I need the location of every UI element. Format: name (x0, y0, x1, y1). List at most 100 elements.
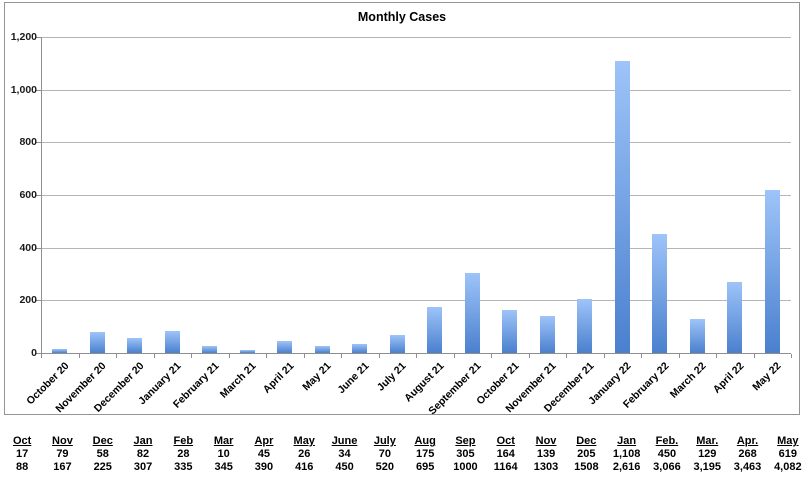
table-row1-cell: 1,108 (612, 448, 641, 460)
bar-september-21 (465, 273, 480, 353)
table-row1-cell: 45 (257, 448, 271, 460)
table-header-text: Jan (617, 435, 637, 447)
table-row1-cell: 305 (456, 448, 475, 460)
table-row2-cell: 307 (133, 461, 153, 473)
table-header-text: Nov (52, 435, 73, 447)
table-header-text: Jan (133, 435, 153, 447)
y-axis-tick (35, 353, 41, 354)
y-axis-label: 1,000 (10, 84, 37, 96)
gridline (41, 90, 791, 91)
x-axis-tick (604, 354, 605, 358)
table-row2-cell: 3,463 (733, 461, 762, 473)
table-row2-cell: 4,082 (774, 461, 802, 473)
x-axis-tick (716, 354, 717, 358)
y-axis-tick (35, 300, 41, 301)
table-row1-cell: 450 (657, 448, 677, 460)
table-row1-cell: 205 (577, 448, 596, 460)
table-header-text: Feb (173, 435, 194, 447)
table-row1-cell: 268 (738, 448, 757, 460)
table-row2-cell: 390 (254, 461, 274, 473)
bar-july-21 (390, 335, 405, 353)
table-row1-cell: 58 (96, 448, 109, 460)
table-row1-cell: 10 (217, 448, 230, 460)
table-header-cell: Nov (526, 435, 566, 448)
x-axis-tick (116, 354, 117, 358)
x-axis-tick (491, 354, 492, 358)
table-header-cell: Apr (244, 435, 284, 448)
table-header-cell: Nov (42, 435, 82, 448)
x-axis-tick (379, 354, 380, 358)
table-header-cell: July (365, 435, 405, 448)
table-header-cell: Feb (163, 435, 203, 448)
table-header-text: Mar. (696, 435, 719, 447)
table-header-text: Sep (455, 435, 476, 447)
table-row2-cell: 88 (16, 461, 29, 473)
x-axis-tick (529, 354, 530, 358)
bar-march-21 (240, 350, 255, 353)
table-header-cell: Dec (566, 435, 606, 448)
table-row2-cell: 1000 (453, 461, 478, 473)
x-axis-tick (641, 354, 642, 358)
plot-area: 0 200 400 600 800 1,000 1,200 October 20 Novembe… (11, 3, 792, 417)
x-axis-tick (416, 354, 417, 358)
table-header-text: Nov (535, 435, 557, 447)
table-row2-cell: 3,195 (693, 461, 721, 473)
bar-february-22 (652, 234, 667, 353)
bar-august-21 (427, 307, 442, 353)
table-row1-cell: 129 (698, 448, 717, 460)
table-row1-cell: 619 (778, 448, 798, 460)
x-axis-tick (341, 354, 342, 358)
table-row2-cell: 520 (375, 461, 395, 473)
bar-december-21 (577, 299, 592, 353)
table-row2-cell: 1303 (533, 461, 559, 473)
bar-november-20 (90, 332, 105, 353)
table-header-cell: June (324, 435, 364, 448)
table-header-text: June (331, 435, 358, 447)
table-row2-cell: 345 (214, 461, 233, 473)
bar-october-21 (502, 310, 517, 353)
table-row2-cell: 450 (335, 461, 354, 473)
gridline (41, 248, 791, 249)
table-header-cell: Apr. (727, 435, 767, 448)
x-axis-tick (754, 354, 755, 358)
x-axis-tick (154, 354, 155, 358)
chart-panel: Monthly Cases 0 200 400 600 800 1,000 1,200 Oct… (4, 2, 800, 417)
table-header-text: Dec (92, 435, 113, 447)
table-header-cell: Feb. (647, 435, 687, 448)
x-axis-tick (266, 354, 267, 358)
summary-table: Oct Nov Dec Jan Feb Mar Apr May June July Aug Sep Oc… (2, 435, 808, 474)
table-header-cell: Mar (203, 435, 243, 448)
table-header-text: May (777, 435, 799, 447)
table-header-cell: Sep (445, 435, 485, 448)
x-axis-tick (41, 354, 42, 358)
table-header-cell: May (284, 435, 324, 448)
bar-april-22 (727, 282, 742, 353)
y-axis-label: 800 (19, 136, 37, 148)
chart-title: Monthly Cases (357, 10, 447, 24)
x-axis-tick (566, 354, 567, 358)
table-row1-cell: 28 (177, 448, 190, 460)
table-row2-cell: 167 (53, 461, 72, 473)
table-row1-cell: 175 (415, 448, 435, 460)
bar-december-20 (127, 338, 142, 353)
table-row1-cell: 82 (136, 448, 150, 460)
gridline (41, 300, 791, 301)
table-row2-cell: 695 (415, 461, 435, 473)
bar-may-22 (765, 190, 780, 353)
table-row2-cell: 335 (174, 461, 193, 473)
table-row2-cell: 1508 (574, 461, 599, 473)
table-header-cell: Jan (606, 435, 646, 448)
table-header-cell: Mar. (687, 435, 727, 448)
table-header-cell: Aug (405, 435, 445, 448)
x-axis-tick (79, 354, 80, 358)
table-row2-cell: 3,066 (653, 461, 681, 473)
bar-march-22 (690, 319, 705, 353)
bar-april-21 (277, 341, 292, 353)
y-axis-label: 1,200 (10, 31, 37, 43)
table-header-text: Oct (12, 435, 32, 447)
table-row1-cell: 139 (536, 448, 556, 460)
table-header-text: Oct (496, 435, 515, 447)
table-header-text: May (293, 435, 315, 447)
table-header-text: Mar (213, 435, 234, 447)
y-axis-label: 200 (19, 294, 37, 306)
